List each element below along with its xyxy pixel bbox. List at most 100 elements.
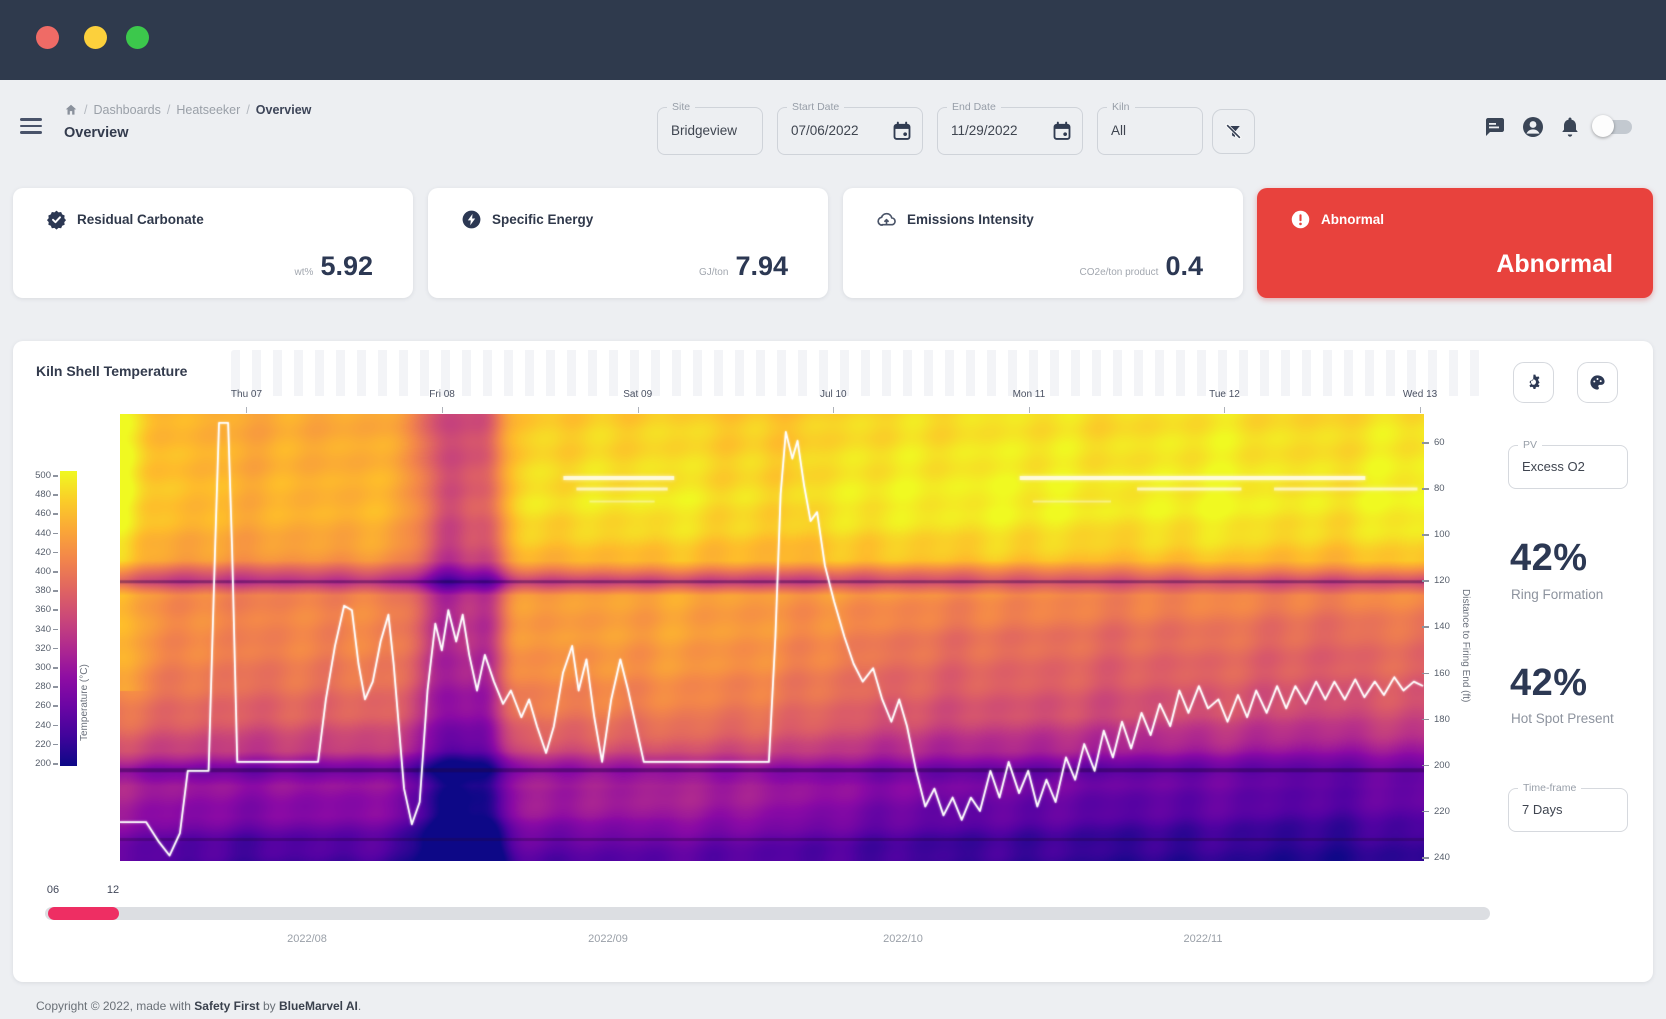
colorbar-tick-mark	[53, 629, 58, 631]
kiln-select[interactable]: Kiln All	[1097, 107, 1203, 155]
start-date-value: 07/06/2022	[791, 108, 859, 153]
colorbar-tick-label: 300	[13, 662, 51, 673]
status-badge: Abnormal	[1496, 250, 1613, 279]
colorbar-tick-mark	[53, 590, 58, 592]
colorbar-tick-mark	[53, 744, 58, 746]
copyright-footer: Copyright © 2022, made with Safety First…	[36, 999, 361, 1013]
colorbar-tick-label: 480	[13, 489, 51, 500]
chart-settings-button[interactable]	[1513, 362, 1554, 403]
colorbar-tick-mark	[53, 533, 58, 535]
x-tick-label: Fri 08	[407, 389, 477, 400]
colorbar-tick-mark	[53, 571, 58, 573]
distance-tick-label: 200	[1434, 760, 1464, 771]
time-scrollbar[interactable]	[45, 907, 1490, 920]
kpi-value: CO2e/ton product0.4	[1080, 251, 1203, 282]
kpi-unit: CO2e/ton product	[1080, 267, 1159, 278]
kpi-card-emissions-intensity: Emissions Intensity CO2e/ton product0.4	[843, 188, 1243, 298]
safety-first-text: Safety First	[194, 999, 259, 1013]
kpi-title: Residual Carbonate	[77, 212, 204, 227]
distance-tick-label: 220	[1434, 806, 1464, 817]
x-tick-mark	[1029, 407, 1030, 413]
x-tick-label: Wed 13	[1385, 389, 1455, 400]
colorbar-tick-label: 420	[13, 547, 51, 558]
colorbar-tick-label: 360	[13, 604, 51, 615]
distance-tick-mark	[1422, 811, 1429, 813]
scroll-date-label: 2022/09	[573, 933, 643, 945]
x-tick-mark	[442, 407, 443, 413]
colorbar-tick-label: 340	[13, 624, 51, 635]
breadcrumb: / Dashboards / Heatseeker / Overview	[64, 103, 311, 117]
bell-icon[interactable]	[1558, 115, 1582, 139]
colorbar-tick-label: 220	[13, 739, 51, 750]
x-tick-label: Thu 07	[211, 389, 281, 400]
colorbar-tick-label: 440	[13, 528, 51, 539]
home-icon[interactable]	[64, 103, 78, 117]
kiln-shell-temperature-panel: Kiln Shell Temperature Thu 07Fri 08Sat 0…	[13, 341, 1653, 982]
window-close-button[interactable]	[36, 26, 59, 49]
bolt-icon	[461, 209, 482, 230]
x-tick-label: Tue 12	[1189, 389, 1259, 400]
colorbar-tick-mark	[53, 686, 58, 688]
colormap-button[interactable]	[1577, 362, 1618, 403]
breadcrumb-dashboards[interactable]: Dashboards	[93, 103, 160, 117]
kpi-value: wt%5.92	[295, 251, 373, 282]
bluemarvel-text: BlueMarvel AI	[279, 999, 358, 1013]
x-tick-mark	[833, 407, 834, 413]
menu-icon[interactable]	[20, 118, 42, 134]
kpi-card-specific-energy: Specific Energy GJ/ton7.94	[428, 188, 828, 298]
hour-label-06: 06	[41, 884, 65, 896]
hot-spot-value: 42%	[1510, 662, 1588, 705]
kiln-shell-heatmap[interactable]	[120, 414, 1424, 861]
distance-tick-label: 60	[1434, 437, 1464, 448]
colorbar-tick-mark	[53, 648, 58, 650]
calendar-icon[interactable]	[892, 121, 912, 141]
colorbar-axis-title: Temperature (°C)	[79, 593, 93, 813]
start-date-field[interactable]: Start Date 07/06/2022	[777, 107, 923, 155]
temperature-colorbar	[60, 471, 77, 766]
page-title: Overview	[64, 125, 129, 141]
site-select[interactable]: Site Bridgeview	[657, 107, 763, 155]
colorbar-tick-label: 200	[13, 758, 51, 769]
calendar-icon[interactable]	[1052, 121, 1072, 141]
window-minimize-button[interactable]	[84, 26, 107, 49]
ring-formation-label: Ring Formation	[1511, 585, 1621, 604]
site-value: Bridgeview	[671, 108, 737, 153]
filter-off-icon	[1224, 122, 1243, 141]
account-icon[interactable]	[1521, 115, 1545, 139]
kpi-card-status-abnormal: Abnormal Abnormal	[1257, 188, 1653, 298]
colorbar-tick-label: 500	[13, 470, 51, 481]
theme-toggle[interactable]	[1592, 115, 1634, 137]
colorbar-tick-mark	[53, 725, 58, 727]
colorbar-tick-mark	[53, 609, 58, 611]
pv-select[interactable]: PV Excess O2	[1508, 445, 1628, 489]
status-title: Abnormal	[1321, 212, 1384, 227]
colorbar-tick-mark	[53, 705, 58, 707]
hot-spot-label: Hot Spot Present	[1511, 709, 1621, 728]
time-scrollbar-thumb[interactable]	[48, 907, 119, 920]
scroll-date-label: 2022/08	[272, 933, 342, 945]
palette-icon	[1589, 374, 1606, 391]
chat-icon[interactable]	[1482, 115, 1506, 139]
x-tick-mark	[1224, 407, 1225, 413]
distance-tick-mark	[1422, 673, 1429, 675]
distance-tick-label: 240	[1434, 852, 1464, 863]
window-maximize-button[interactable]	[126, 26, 149, 49]
distance-tick-mark	[1422, 719, 1429, 721]
distance-axis-title: Distance to Firing End (ft)	[1457, 531, 1471, 761]
x-tick-mark	[638, 407, 639, 413]
distance-tick-label: 80	[1434, 483, 1464, 494]
breadcrumb-heatseeker[interactable]: Heatseeker	[176, 103, 240, 117]
clear-filters-button[interactable]	[1212, 109, 1255, 154]
end-date-field[interactable]: End Date 11/29/2022	[937, 107, 1083, 155]
colorbar-tick-label: 240	[13, 720, 51, 731]
distance-tick-mark	[1422, 580, 1429, 582]
scroll-date-label: 2022/11	[1168, 933, 1238, 945]
ring-formation-value: 42%	[1510, 537, 1588, 580]
timeframe-select[interactable]: Time-frame 7 Days	[1508, 788, 1628, 832]
window-titlebar	[0, 0, 1666, 80]
distance-tick-mark	[1422, 857, 1429, 859]
x-tick-mark	[1420, 407, 1421, 413]
distance-tick-mark	[1422, 442, 1429, 444]
colorbar-tick-mark	[53, 475, 58, 477]
colorbar-tick-mark	[53, 667, 58, 669]
